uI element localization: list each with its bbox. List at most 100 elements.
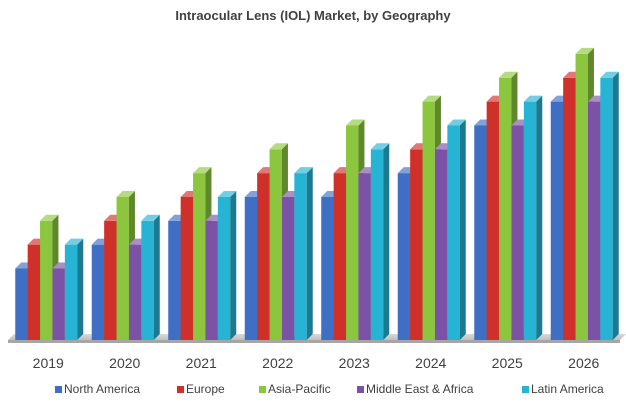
bar-side: [459, 119, 466, 340]
bar-front: [257, 173, 270, 340]
bar: [523, 95, 543, 340]
chart-title: Intraocular Lens (IOL) Market, by Geogra…: [175, 8, 451, 23]
bar-top: [217, 190, 237, 197]
bar-side: [536, 95, 543, 340]
bar-front: [523, 101, 537, 340]
bar-front: [244, 196, 258, 340]
bar-front: [294, 173, 307, 340]
legend-label: Asia-Pacific: [268, 382, 331, 396]
floor-top: [8, 334, 626, 340]
bar-side: [230, 190, 237, 340]
x-tick-label: 2026: [568, 355, 599, 371]
legend-label: Europe: [186, 382, 225, 396]
legend: North America Europe Asia-Pacific Middle Ea…: [55, 382, 604, 396]
bar-front: [104, 220, 117, 340]
bar-front: [64, 244, 78, 340]
bar-front: [40, 220, 53, 340]
bar-front: [600, 77, 613, 340]
bar-front: [269, 149, 282, 340]
legend-label: Middle East & Africa: [366, 382, 474, 396]
bar-front: [587, 101, 601, 340]
bar-front: [410, 149, 423, 340]
bar-top: [422, 95, 441, 102]
legend-swatch: [357, 386, 364, 393]
floor-front: [8, 340, 620, 343]
bar-front: [447, 125, 460, 340]
bar-side: [306, 167, 313, 340]
bar-front: [281, 196, 295, 340]
bar-top: [575, 47, 594, 54]
chart-floor: [8, 334, 626, 343]
bar-top: [269, 143, 288, 150]
bar-front: [91, 244, 105, 340]
x-tick-label: 2025: [492, 355, 523, 371]
bar-front: [333, 173, 347, 340]
bar-front: [128, 244, 142, 340]
bar-front: [474, 125, 487, 340]
legend-swatch: [55, 386, 62, 393]
legend-label: Latin America: [531, 382, 604, 396]
bar-front: [168, 220, 181, 340]
bar-front: [116, 196, 129, 340]
x-axis-ticks: 2019 2020 2021 2022 2023 2024 2025 2026: [33, 355, 600, 371]
bar: [370, 143, 390, 340]
bar: [600, 71, 619, 340]
legend-swatch: [522, 386, 529, 393]
bar-top: [294, 167, 313, 174]
bar: [447, 119, 466, 340]
bar-top: [523, 95, 543, 102]
bars-layer: [15, 47, 619, 341]
bar-front: [205, 220, 218, 340]
bar-front: [511, 125, 524, 340]
x-tick-label: 2024: [415, 355, 446, 371]
bar-front: [563, 77, 576, 340]
legend-item: North America: [55, 382, 140, 396]
bar-front: [486, 101, 500, 340]
bar-top: [346, 119, 365, 126]
bar-front: [397, 173, 411, 340]
x-tick-label: 2020: [109, 355, 140, 371]
bar-side: [77, 238, 84, 340]
bar-front: [434, 149, 448, 340]
x-tick-label: 2022: [262, 355, 293, 371]
legend-item: Latin America: [522, 382, 604, 396]
x-tick-label: 2023: [339, 355, 370, 371]
bar-side: [612, 71, 619, 340]
bar: [217, 190, 237, 340]
bar-front: [321, 196, 334, 340]
bar-front: [52, 268, 65, 340]
x-tick-label: 2021: [186, 355, 217, 371]
bar-front: [193, 173, 206, 340]
bar-top: [447, 119, 466, 126]
bar-front: [346, 125, 359, 340]
bar-top: [370, 143, 390, 150]
legend-item: Middle East & Africa: [357, 382, 474, 396]
bar-front: [180, 196, 194, 340]
bar-top: [499, 71, 518, 78]
bar-front: [575, 53, 588, 341]
legend-label: North America: [64, 382, 140, 396]
legend-swatch: [177, 386, 184, 393]
bar: [64, 238, 84, 340]
bar-front: [358, 173, 371, 340]
bar: [141, 214, 160, 340]
x-tick-label: 2019: [33, 355, 64, 371]
bar-top: [116, 190, 135, 197]
bar-top: [64, 238, 84, 245]
bar-top: [193, 167, 212, 174]
bar-top: [600, 71, 619, 78]
bar-front: [27, 244, 41, 340]
bar-top: [141, 214, 160, 221]
legend-item: Asia-Pacific: [259, 382, 331, 396]
bar-side: [383, 143, 390, 340]
bar-front: [499, 77, 512, 340]
bar-front: [15, 268, 28, 340]
bar-side: [153, 214, 160, 340]
legend-item: Europe: [177, 382, 225, 396]
bar-top: [40, 214, 59, 221]
bar-front: [141, 220, 154, 340]
bar: [294, 167, 313, 340]
legend-swatch: [259, 386, 266, 393]
bar-front: [370, 149, 384, 340]
